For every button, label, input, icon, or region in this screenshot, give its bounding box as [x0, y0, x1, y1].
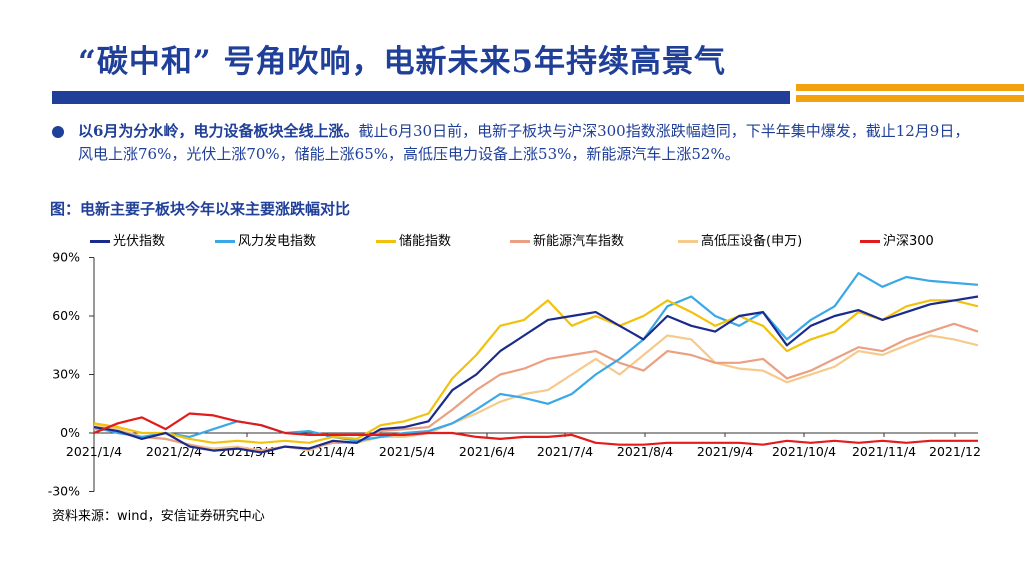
page-title: “碳中和” 号角吹响，电新未来5年持续高景气: [78, 44, 727, 80]
title-underline-blue: [52, 91, 790, 104]
x-tick-label: 2021/6/4: [459, 444, 515, 459]
legend-item: 风力发电指数: [215, 230, 316, 249]
legend-label: 高低压设备(申万): [701, 234, 803, 249]
legend-swatch: [90, 240, 110, 243]
legend-swatch: [215, 240, 235, 243]
x-tick-label: 2021/1/4: [66, 444, 122, 459]
legend-label: 风力发电指数: [238, 234, 317, 249]
y-tick-label: -30%: [48, 484, 80, 499]
legend-item: 储能指数: [376, 230, 451, 249]
accent-stripe-top: [796, 84, 1024, 91]
y-tick-label: 0%: [60, 425, 80, 440]
chart-legend: 光伏指数 风力发电指数 储能指数 新能源汽车指数 高低压设备(申万) 沪深300: [90, 230, 990, 250]
y-tick-label: 60%: [52, 308, 80, 323]
bullet-icon: [52, 126, 64, 138]
legend-swatch: [510, 240, 530, 243]
legend-swatch: [678, 240, 698, 243]
x-tick-label: 2021/11/4: [852, 444, 916, 459]
legend-label: 光伏指数: [113, 234, 166, 249]
series-line-1: [93, 272, 979, 442]
legend-swatch: [860, 240, 880, 243]
series-line-4: [93, 334, 979, 452]
y-tick-label: 90%: [52, 250, 80, 265]
accent-stripe-bottom: [796, 95, 1024, 102]
figure-title: 图：电新主要子板块今年以来主要涨跌幅对比: [50, 200, 351, 218]
series-line-2: [93, 299, 979, 444]
series-line-3: [93, 322, 979, 452]
series-line-5: [93, 412, 978, 446]
bullet-bold-text: 以6月为分水岭，电力设备板块全线上涨。: [78, 122, 359, 140]
x-tick-label: 2021/2/4: [146, 444, 202, 459]
x-tick-label: 2021/5/4: [379, 444, 435, 459]
legend-item: 新能源汽车指数: [510, 230, 624, 249]
bullet-paragraph: 以6月为分水岭，电力设备板块全线上涨。截止6月30日前，电新子板块与沪深300指…: [78, 120, 978, 166]
series-line-0: [93, 295, 979, 454]
legend-label: 新能源汽车指数: [533, 234, 625, 249]
legend-swatch: [376, 240, 396, 243]
x-tick-label: 2021/9/4: [697, 444, 753, 459]
x-tick-label: 2021/12: [929, 444, 981, 459]
y-tick-label: 30%: [52, 367, 80, 382]
legend-label: 储能指数: [399, 234, 452, 249]
legend-label: 沪深300: [883, 234, 934, 249]
x-tick-label: 2021/7/4: [537, 444, 593, 459]
x-tick-label: 2021/10/4: [772, 444, 836, 459]
legend-item: 沪深300: [860, 230, 934, 249]
legend-item: 高低压设备(申万): [678, 230, 802, 249]
legend-item: 光伏指数: [90, 230, 165, 249]
x-tick-label: 2021/4/4: [299, 444, 355, 459]
bullet-body-text: 截止6月30日前，电新子板块与沪深300指数涨跌幅趋同，下半年集中爆发，截止12…: [78, 122, 970, 163]
source-note: 资料来源：wind，安信证券研究中心: [52, 509, 265, 524]
x-tick-label: 2021/8/4: [617, 444, 673, 459]
